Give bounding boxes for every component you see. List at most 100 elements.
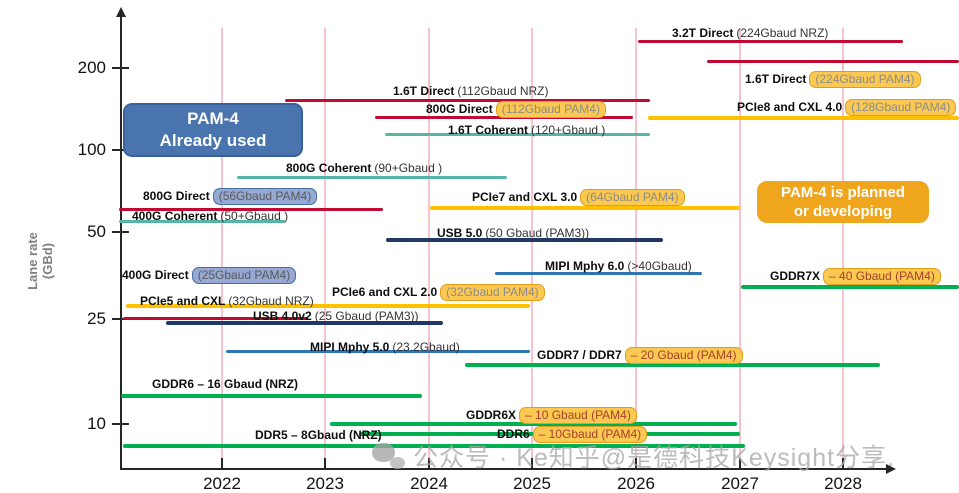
wechat-icon — [372, 443, 405, 469]
bar-3-2t-direct-0 — [638, 39, 903, 43]
bar-1-6t-direct-1 — [707, 59, 959, 63]
bar-label-name-1-6t-direct-2: 1.6T Direct — [393, 84, 455, 98]
bar-label-name-mipi-mphy-5-0-17: MIPI Mphy 5.0 — [310, 340, 390, 354]
gridline-2028 — [842, 28, 844, 469]
bar-400g-direct-13 — [123, 316, 308, 320]
gridline-2026 — [635, 28, 637, 469]
bar-label-mipi-mphy-6-0-11: MIPI Mphy 6.0 (>40Gbaud) — [545, 257, 692, 275]
bar-label-name-400g-coherent-9: 400G Coherent — [132, 209, 218, 223]
bar-label-detail-gddr7-ddr7-18: – 20 Gbaud (PAM4) — [624, 346, 743, 364]
gridline-2023 — [324, 28, 326, 469]
bar-label-detail-gddr7x-12: – 40 Gbaud (PAM4) — [823, 267, 941, 285]
bar-800g-coherent-6 — [237, 175, 507, 179]
bar-label-name-pcie7-and-cxl-3-0-8: PCIe7 and CXL 3.0 — [472, 190, 578, 204]
bar-label-name-gddr7-ddr7-18: GDDR7 / DDR7 — [537, 348, 622, 362]
bar-label-1-6t-coherent-4: 1.6T Coherent (120+Gbaud ) — [448, 121, 605, 139]
bar-label-detail-usb-5-0-10: (50 Gbaud (PAM3)) — [485, 226, 590, 240]
bar-label-ddr6-21: DDR6– 10Gbaud (PAM4) — [497, 425, 648, 443]
x-tick-label-2024: 2024 — [410, 474, 448, 493]
bar-label-800g-direct-3: 800G Direct (112Gbaud PAM4) — [426, 100, 606, 118]
bar-mipi-mphy-6-0-11 — [495, 271, 702, 275]
bar-label-detail-usb-4-0v2-16: (25 Gbaud (PAM3)) — [314, 309, 419, 323]
bar-gddr7x-12 — [741, 285, 959, 289]
x-tick-label-2028: 2028 — [824, 474, 862, 493]
bar-mipi-mphy-5-0-17 — [226, 349, 530, 353]
bar-label-detail-1-6t-direct-2: (112Gbaud NRZ) — [457, 84, 549, 98]
bar-label-detail-1-6t-direct-1: (224Gbaud PAM4) — [809, 70, 921, 88]
x-tick-label-2022: 2022 — [203, 474, 241, 493]
y-tick-label-10: 10 — [87, 414, 106, 433]
bar-label-detail-gddr6x-20: – 10 Gbaud (PAM4) — [519, 406, 637, 424]
y-tick-label-25: 25 — [87, 309, 106, 328]
y-axis-arrow-icon — [116, 7, 126, 17]
y-axis-title: Lane rate (GBd) — [25, 200, 55, 322]
watermark: 公众号 · Ke知乎@是德科技Keysight分享. — [372, 438, 895, 474]
bar-label-detail-pcie8-and-cxl-4-0-5: (128Gbaud PAM4) — [845, 98, 957, 116]
bar-label-pcie6-and-cxl-2-0-15: PCIe6 and CXL 2.0 (32Gbaud PAM4) — [332, 283, 545, 301]
y-tick-200 — [112, 67, 129, 69]
bar-label-name-pcie8-and-cxl-4-0-5: PCIe8 and CXL 4.0 — [737, 100, 843, 114]
bar-label-name-800g-direct-3: 800G Direct — [426, 102, 493, 116]
bar-label-name-pcie5-and-cxl-14: PCIe5 and CXL — [140, 294, 226, 308]
bar-label-800g-direct-7: 800G Direct (56Gbaud PAM4) — [143, 187, 318, 205]
bar-label-400g-direct-13: 400G Direct (25Gbaud PAM4) — [122, 266, 297, 284]
gridline-2027 — [739, 28, 741, 469]
bar-label-name-400g-direct-13: 400G Direct — [122, 268, 189, 282]
bar-label-usb-4-0v2-16: USB 4.0v2 (25 Gbaud (PAM3)) — [253, 307, 419, 325]
y-axis-line — [120, 14, 122, 470]
bar-label-ddr5-8gbaud-nrz-22: DDR5 – 8Gbaud (NRZ) — [255, 426, 382, 444]
x-tick-2028 — [842, 458, 844, 470]
bar-1-6t-direct-2 — [285, 98, 650, 102]
bar-label-detail-mipi-mphy-5-0-17: (23.2Gbaud) — [392, 340, 460, 354]
bar-label-detail-800g-direct-7: (56Gbaud PAM4) — [212, 187, 318, 205]
gridline-2024 — [428, 28, 430, 469]
pam4-used-line2: Already used — [159, 131, 267, 150]
bar-pcie7-and-cxl-3-0-8 — [430, 206, 740, 210]
bar-label-detail-800g-coherent-6: (90+Gbaud ) — [374, 161, 443, 175]
bar-ddr5-8gbaud-nrz-22 — [123, 444, 745, 448]
bar-label-detail-pcie7-and-cxl-3-0-8: (64Gbaud PAM4) — [580, 188, 685, 206]
bar-usb-5-0-10 — [386, 238, 663, 242]
bar-label-800g-coherent-6: 800G Coherent (90+Gbaud ) — [286, 159, 442, 177]
bar-label-gddr7-ddr7-18: GDDR7 / DDR7– 20 Gbaud (PAM4) — [537, 346, 743, 364]
bar-label-name-mipi-mphy-6-0-11: MIPI Mphy 6.0 — [545, 259, 625, 273]
y-axis-title-line1: Lane rate — [25, 232, 40, 290]
bar-gddr6-16-gbaud-nrz-19 — [121, 394, 422, 398]
bar-usb-4-0v2-16 — [166, 321, 443, 325]
y-tick-label-200: 200 — [77, 58, 106, 77]
bar-label-mipi-mphy-5-0-17: MIPI Mphy 5.0 (23.2Gbaud) — [310, 338, 460, 356]
bar-gddr6x-20 — [330, 422, 737, 426]
bar-label-gddr6x-20: GDDR6X – 10 Gbaud (PAM4) — [466, 406, 637, 424]
x-tick-2026 — [635, 458, 637, 470]
bar-400g-coherent-9 — [119, 219, 285, 223]
x-tick-label-2025: 2025 — [513, 474, 551, 493]
bar-label-name-ddr5-8gbaud-nrz-22: DDR5 – 8Gbaud (NRZ) — [255, 428, 382, 442]
x-tick-2024 — [428, 458, 430, 470]
bar-label-detail-800g-direct-3: (112Gbaud PAM4) — [495, 100, 606, 118]
bar-label-name-800g-direct-7: 800G Direct — [143, 189, 210, 203]
bar-label-detail-1-6t-coherent-4: (120+Gbaud ) — [531, 123, 606, 137]
bar-label-detail-ddr6-21: – 10Gbaud (PAM4) — [532, 425, 648, 443]
bar-label-detail-pcie5-and-cxl-14: (32Gbaud NRZ) — [228, 294, 314, 308]
y-tick-label-100: 100 — [77, 140, 106, 159]
pam4-planned-callout: PAM-4 is planned or developing — [757, 181, 929, 223]
bar-pcie8-and-cxl-4-0-5 — [648, 116, 959, 120]
bar-label-name-3-2t-direct-0: 3.2T Direct — [672, 26, 734, 40]
pam4-planned-line1: PAM-4 is planned — [781, 184, 905, 201]
y-tick-label-50: 50 — [87, 222, 106, 241]
bar-label-name-usb-4-0v2-16: USB 4.0v2 — [253, 309, 312, 323]
bar-label-detail-400g-coherent-9: (50+Gbaud ) — [220, 209, 289, 223]
bar-label-detail-400g-direct-13: (25Gbaud PAM4) — [191, 266, 297, 284]
bar-label-detail-mipi-mphy-6-0-11: (>40Gbaud) — [627, 259, 692, 273]
pam4-planned-line2: or developing — [793, 203, 893, 220]
x-tick-label-2026: 2026 — [617, 474, 655, 493]
bar-label-3-2t-direct-0: 3.2T Direct (224Gbaud NRZ) — [672, 24, 828, 42]
y-tick-50 — [112, 231, 129, 233]
bar-label-pcie8-and-cxl-4-0-5: PCIe8 and CXL 4.0 (128Gbaud PAM4) — [737, 98, 957, 116]
bar-label-1-6t-direct-1: 1.6T Direct (224Gbaud PAM4) — [745, 70, 921, 88]
x-axis-line — [120, 468, 888, 470]
bar-label-name-pcie6-and-cxl-2-0-15: PCIe6 and CXL 2.0 — [332, 285, 438, 299]
bar-label-usb-5-0-10: USB 5.0 (50 Gbaud (PAM3)) — [437, 224, 589, 242]
bar-label-name-usb-5-0-10: USB 5.0 — [437, 226, 483, 240]
